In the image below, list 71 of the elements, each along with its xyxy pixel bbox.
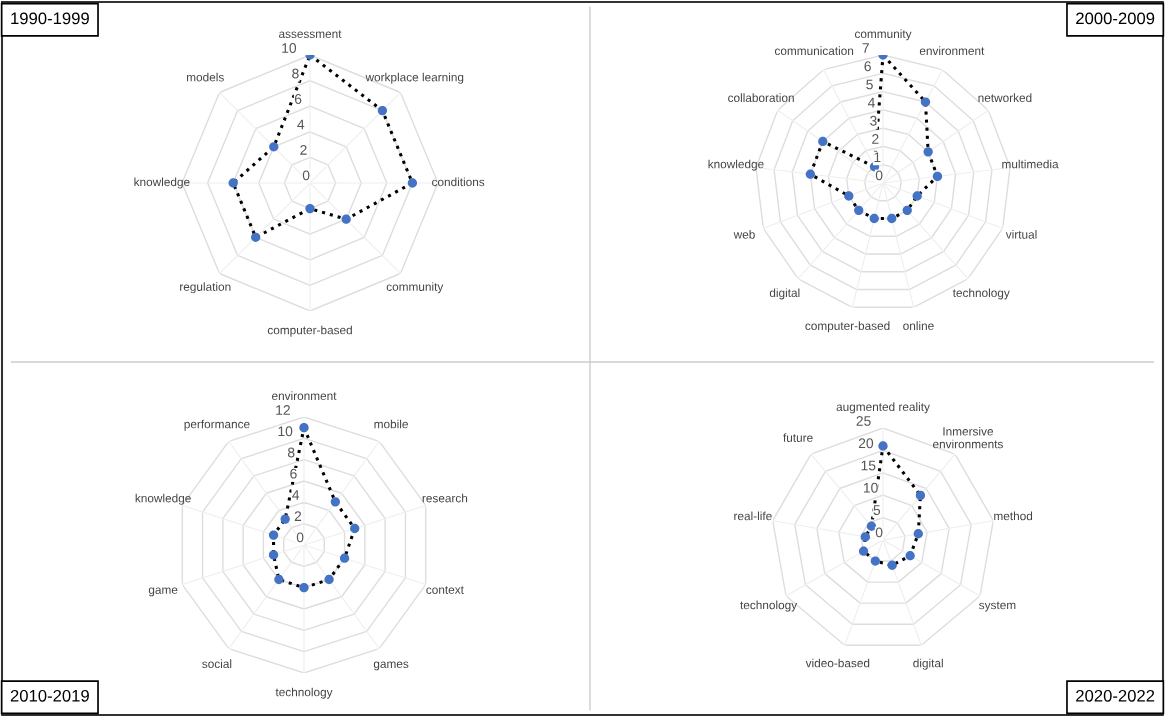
- y-tick-label: 5: [866, 79, 873, 90]
- y-tick-label: 10: [278, 426, 293, 437]
- spoke-label: research: [422, 493, 468, 503]
- y-tick-label: 15: [861, 460, 876, 471]
- spoke-label: augmented reality: [836, 402, 930, 414]
- spoke-label: video-based: [805, 658, 870, 668]
- spoke-label: computer-based: [267, 325, 352, 337]
- spoke-label: technology: [275, 687, 333, 699]
- spoke-label: digital: [769, 288, 800, 300]
- spoke-label: environment: [272, 391, 337, 401]
- spoke-label: virtual: [1005, 230, 1037, 239]
- spoke-label: computer-based: [805, 321, 890, 333]
- spoke-label: knowledge: [134, 177, 190, 189]
- spoke-label: technology: [740, 600, 798, 612]
- y-tick-label: 2: [300, 144, 307, 155]
- spoke-label: environment: [919, 46, 985, 55]
- y-tick-label: 4: [297, 119, 305, 130]
- chart-title: 1990-1999: [11, 12, 89, 25]
- spoke-label: community: [386, 282, 444, 294]
- spoke-label: performance: [184, 419, 250, 431]
- y-tick-label: 3: [870, 115, 877, 126]
- spoke-label: assessment: [279, 30, 342, 39]
- spoke-label: knowledge: [135, 493, 191, 505]
- y-tick-label: 7: [862, 43, 869, 53]
- y-tick-label: 4: [867, 97, 875, 108]
- y-tick-label: 6: [290, 468, 297, 479]
- y-tick-label: 5: [873, 505, 881, 515]
- text: 2000-2009: [1076, 12, 1155, 25]
- spoke-label: communication: [774, 46, 854, 55]
- spoke-label: system: [979, 601, 1016, 612]
- y-tick-label: 10: [863, 482, 878, 493]
- y-tick-label: 6: [864, 61, 871, 72]
- spoke-label: web: [733, 230, 755, 239]
- y-tick-label: 10: [282, 43, 297, 53]
- text: 2010-2019: [10, 689, 89, 702]
- y-tick-label: 0: [875, 527, 883, 538]
- y-tick-label: 1: [874, 152, 881, 162]
- y-tick-label: 6: [294, 94, 302, 104]
- spoke-label: collaboration: [728, 93, 794, 103]
- spoke-label: digital: [913, 658, 943, 670]
- y-tick-label: 0: [302, 170, 310, 181]
- y-tick-label: 25: [856, 416, 871, 426]
- text: 2020-2022: [1076, 689, 1155, 702]
- spoke-label: context: [426, 586, 464, 594]
- spoke-label: method: [994, 511, 1033, 521]
- spoke-label: workplace learning: [365, 72, 464, 84]
- spoke-label: social: [202, 659, 232, 669]
- y-tick-label: 2: [872, 134, 879, 144]
- spoke-label: knowledge: [708, 159, 764, 171]
- spoke-label: conditions: [432, 177, 485, 187]
- spoke-label: community: [854, 29, 912, 41]
- spoke-label: Inmersive environments: [933, 426, 1003, 449]
- spoke-label: multimedia: [1002, 159, 1059, 169]
- y-tick-label: 0: [875, 170, 883, 181]
- spoke-label: models: [187, 72, 224, 82]
- y-tick-label: 20: [858, 438, 874, 449]
- y-tick-label: 12: [276, 405, 290, 415]
- spoke-label: online: [903, 321, 934, 330]
- y-tick-label: 0: [296, 532, 304, 543]
- spoke-label: real-life: [734, 511, 772, 521]
- y-tick-label: 4: [292, 490, 300, 500]
- spoke-label: technology: [952, 288, 1010, 300]
- spoke-label: games: [373, 661, 409, 671]
- y-tick-label: 2: [294, 511, 302, 521]
- spoke-label: future: [783, 433, 813, 442]
- spoke-label: mobile: [374, 419, 408, 429]
- y-tick-label: 8: [292, 68, 299, 79]
- spoke-label: regulation: [180, 282, 231, 294]
- spoke-label: game: [148, 587, 178, 597]
- spoke-label: networked: [978, 93, 1032, 103]
- y-tick-label: 8: [287, 447, 295, 458]
